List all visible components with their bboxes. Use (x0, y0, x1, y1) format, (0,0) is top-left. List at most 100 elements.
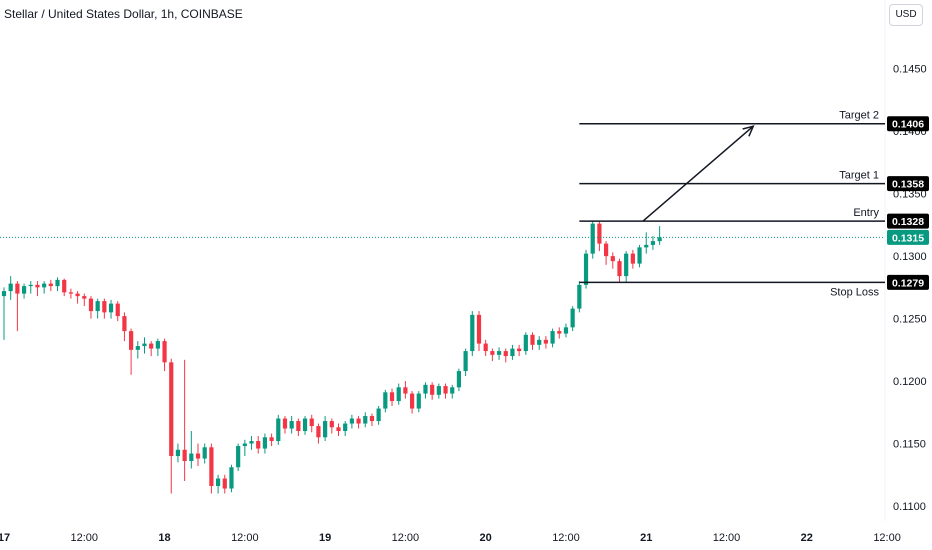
candle (456, 368, 462, 392)
level-price-badge (887, 274, 929, 290)
candle (42, 281, 47, 294)
candle-body (242, 443, 247, 447)
level-label: Entry (853, 207, 879, 219)
candle-body (369, 416, 375, 422)
candle-body (95, 301, 100, 312)
candle (28, 281, 33, 294)
level-price-badge (887, 116, 929, 132)
candle-body (490, 351, 495, 355)
candle-body (169, 362, 174, 457)
candle-body (48, 283, 53, 287)
candle-body (82, 296, 87, 299)
candle-body (570, 308, 575, 328)
candle-body (296, 421, 301, 432)
candle-body (597, 223, 602, 244)
candle (75, 291, 80, 304)
currency-button[interactable]: USD (889, 4, 923, 26)
candle-body (62, 279, 67, 293)
candle-body (583, 253, 589, 285)
candle (102, 298, 107, 319)
candle (262, 433, 268, 454)
candle-body (657, 237, 662, 242)
candle (209, 443, 214, 494)
level-entry[interactable]: Entry 0.1328 (579, 207, 929, 229)
candle (62, 278, 67, 297)
candle-body (510, 348, 515, 357)
level-label: Target 1 (839, 170, 879, 182)
candle-body (624, 253, 629, 277)
y-tick-label: 0.1350 (893, 189, 927, 201)
candle-body (650, 241, 656, 245)
x-tick-label: 12:00 (552, 532, 580, 544)
candle-body (289, 421, 294, 429)
level-target-2[interactable]: Target 2 0.1406 (579, 110, 929, 132)
candle-body (28, 284, 33, 287)
candle (597, 221, 602, 252)
x-tick-label: 12:00 (713, 532, 741, 544)
candle (68, 288, 73, 299)
candle (650, 236, 656, 250)
candle (383, 389, 388, 413)
candle-body (229, 467, 234, 489)
candle (570, 306, 575, 332)
candle-body (15, 283, 20, 294)
candle (557, 327, 562, 339)
candle (343, 421, 348, 437)
candle (363, 412, 368, 428)
x-tick-label: 17 (0, 532, 10, 544)
current-price-value: 0.1315 (892, 232, 924, 244)
candle-body (376, 408, 381, 422)
time-axis: 17 12:00 18 12:00 19 12:00 20 12:00 21 12:00 22 12:… (0, 532, 901, 544)
candle-body (202, 447, 207, 459)
candle-body (530, 334, 535, 345)
candle-body (302, 418, 308, 432)
candle (316, 423, 321, 444)
candle-body (436, 386, 441, 395)
candle-body (470, 314, 475, 352)
candle (369, 413, 375, 427)
candle-body (175, 449, 181, 457)
candle (530, 332, 535, 350)
candle (523, 332, 528, 355)
candle-body (430, 384, 435, 395)
candle (269, 433, 274, 447)
candle (296, 418, 301, 437)
candle-body (42, 283, 47, 288)
candle (122, 312, 127, 342)
candles-group (1, 221, 662, 494)
candle-body (88, 298, 94, 312)
candle-body (155, 341, 160, 349)
candle (577, 281, 582, 313)
candle (510, 344, 515, 360)
candle (470, 311, 475, 357)
x-tick-label: 12:00 (873, 532, 901, 544)
level-stop-loss[interactable]: Stop Loss 0.1279 (579, 274, 929, 299)
candle (215, 474, 221, 494)
candle (543, 336, 548, 349)
candle-body (115, 303, 120, 317)
candle-body (557, 331, 562, 334)
candle-body (476, 314, 482, 344)
candle (175, 443, 181, 463)
candle (169, 358, 174, 494)
level-target-1[interactable]: Target 1 0.1358 (579, 170, 929, 192)
candle (329, 418, 334, 434)
candle-body (195, 453, 201, 459)
candle-body (8, 283, 13, 292)
candle (162, 338, 167, 372)
candle-body (1, 291, 7, 297)
candle (537, 336, 542, 350)
projection-arrow[interactable] (642, 125, 755, 222)
candle-body (637, 247, 642, 264)
candle-body (563, 327, 569, 334)
candle (503, 348, 508, 363)
candle (323, 416, 328, 442)
candle-body (182, 449, 187, 462)
candle-body (249, 441, 254, 444)
candle-body (276, 418, 281, 442)
candle-body (68, 292, 73, 294)
candle (108, 299, 114, 319)
candle-body (550, 331, 555, 344)
candle-body (129, 331, 134, 350)
